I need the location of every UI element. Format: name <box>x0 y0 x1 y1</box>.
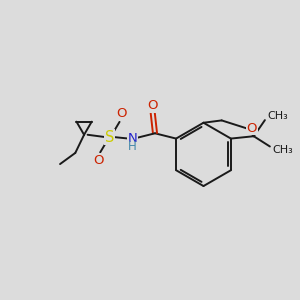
Text: N: N <box>128 132 137 145</box>
Text: H: H <box>128 140 137 153</box>
Text: S: S <box>105 130 115 145</box>
Text: O: O <box>147 99 158 112</box>
Text: CH₃: CH₃ <box>267 111 288 121</box>
Text: CH₃: CH₃ <box>272 145 293 155</box>
Text: O: O <box>247 122 257 135</box>
Text: O: O <box>94 154 104 167</box>
Text: O: O <box>116 107 126 120</box>
